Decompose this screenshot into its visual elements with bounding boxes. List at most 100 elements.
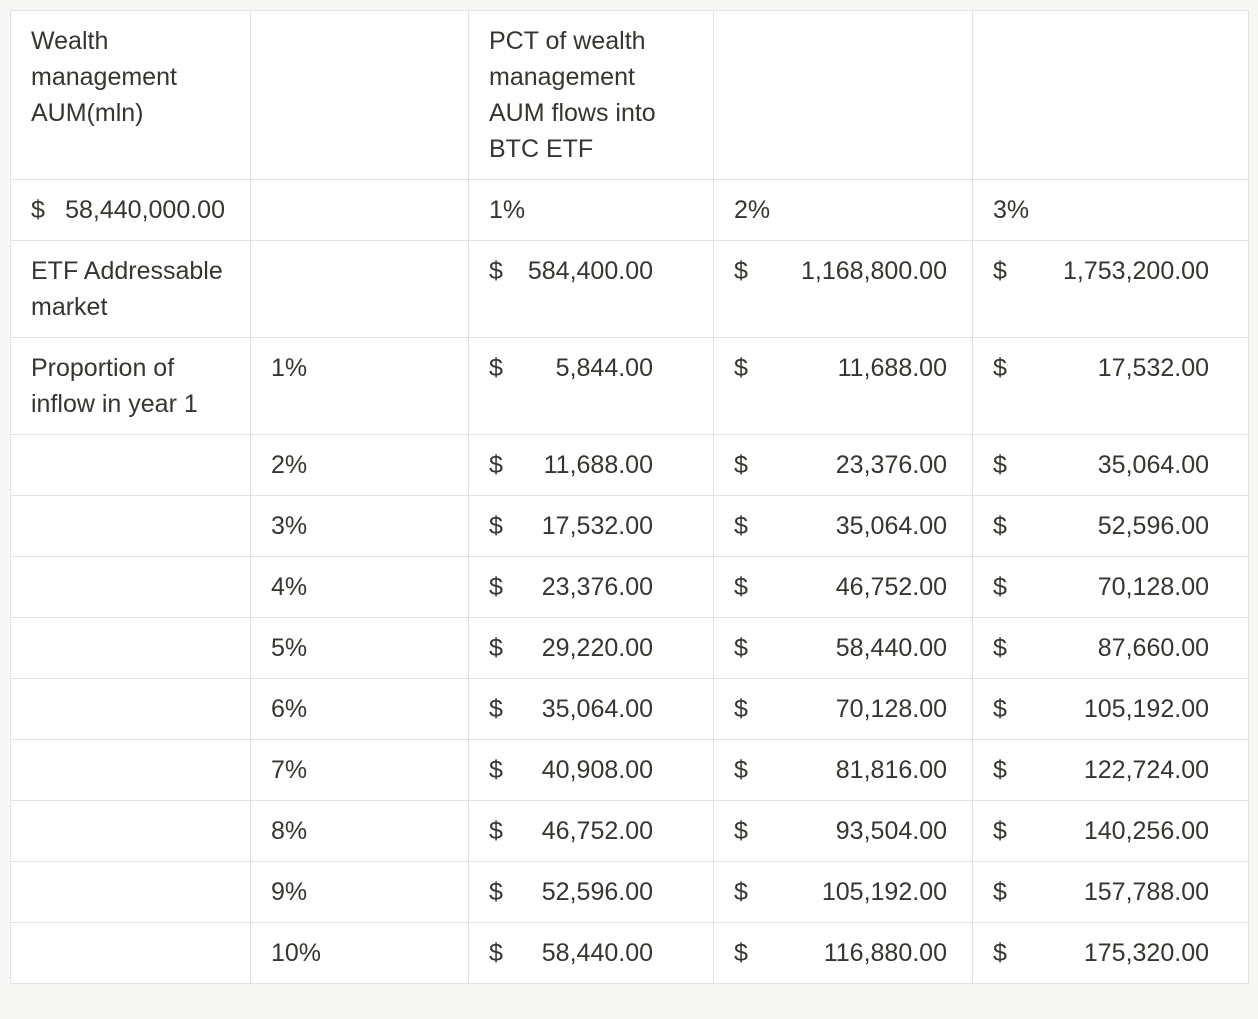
empty-cell — [250, 179, 469, 241]
inflow-row: Proportion of inflow in year 1 1% $5,844… — [10, 337, 1249, 435]
money-cell: $35,064.00 — [713, 495, 973, 557]
empty-cell — [10, 800, 251, 862]
money-cell: $157,788.00 — [972, 861, 1249, 923]
currency-symbol: $ — [489, 939, 503, 967]
money-value: 105,192.00 — [821, 878, 947, 906]
currency-symbol: $ — [993, 878, 1007, 906]
money-cell: $46,752.00 — [713, 556, 973, 618]
pct-option-cell: 2% — [713, 179, 973, 241]
inflow-pct: 4% — [271, 573, 308, 601]
inflow-pct: 10% — [271, 939, 322, 967]
currency-symbol: $ — [489, 756, 503, 784]
currency-symbol: $ — [734, 512, 748, 540]
money-cell: $40,908.00 — [468, 739, 714, 801]
inflow-row: 9% $52,596.00 $105,192.00 $157,788.00 — [10, 861, 1249, 923]
money-cell: $29,220.00 — [468, 617, 714, 679]
currency-symbol: $ — [993, 756, 1007, 784]
currency-symbol: $ — [993, 939, 1007, 967]
money-value: 87,660.00 — [1097, 634, 1209, 662]
inflow-pct: 3% — [271, 512, 308, 540]
money-cell: $52,596.00 — [468, 861, 714, 923]
money-cell: $35,064.00 — [468, 678, 714, 740]
money-value: 35,064.00 — [835, 512, 947, 540]
money-cell: $105,192.00 — [972, 678, 1249, 740]
inflow-pct: 7% — [271, 756, 308, 784]
money-value: 1,168,800.00 — [801, 257, 947, 285]
currency-symbol: $ — [993, 257, 1007, 285]
money-value: 81,816.00 — [835, 756, 947, 784]
currency-symbol: $ — [489, 695, 503, 723]
empty-cell — [972, 10, 1249, 180]
empty-cell — [250, 240, 469, 338]
inflow-pct: 2% — [271, 451, 308, 479]
money-value: 52,596.00 — [541, 878, 653, 906]
money-value: 23,376.00 — [835, 451, 947, 479]
inflow-row: 6% $35,064.00 $70,128.00 $105,192.00 — [10, 678, 1249, 740]
currency-symbol: $ — [734, 878, 748, 906]
inflow-row: 10% $58,440.00 $116,880.00 $175,320.00 — [10, 922, 1249, 984]
money-value: 35,064.00 — [1097, 451, 1209, 479]
money-value: 175,320.00 — [1083, 939, 1209, 967]
money-cell: $ 1,753,200.00 — [972, 240, 1249, 338]
pct-flows-header-label: PCT of wealth management AUM flows into … — [489, 27, 656, 163]
aum-value: 58,440,000.00 — [65, 196, 225, 224]
currency-symbol: $ — [489, 354, 503, 382]
currency-symbol: $ — [734, 817, 748, 845]
money-value: 11,688.00 — [543, 451, 653, 479]
money-cell: $17,532.00 — [468, 495, 714, 557]
currency-symbol: $ — [993, 695, 1007, 723]
money-cell: $23,376.00 — [468, 556, 714, 618]
money-cell: $ 584,400.00 — [468, 240, 714, 338]
header-cell-pct-flows: PCT of wealth management AUM flows into … — [468, 10, 714, 180]
header-row: Wealth management AUM(mln) PCT of wealth… — [10, 10, 1249, 180]
inflow-pct: 5% — [271, 634, 308, 662]
inflow-label: Proportion of inflow in year 1 — [31, 354, 198, 418]
currency-symbol: $ — [489, 451, 503, 479]
inflow-row: 5% $29,220.00 $58,440.00 $87,660.00 — [10, 617, 1249, 679]
inflow-row: 8% $46,752.00 $93,504.00 $140,256.00 — [10, 800, 1249, 862]
pct-option-cell: 1% — [468, 179, 714, 241]
inflow-pct-cell: 2% — [250, 434, 469, 496]
money-value: 122,724.00 — [1083, 756, 1209, 784]
money-cell: $140,256.00 — [972, 800, 1249, 862]
currency-symbol: $ — [993, 512, 1007, 540]
currency-symbol: $ — [489, 512, 503, 540]
money-cell: $70,128.00 — [972, 556, 1249, 618]
money-value: 70,128.00 — [835, 695, 947, 723]
currency-symbol: $ — [993, 634, 1007, 662]
money-value: 11,688.00 — [837, 354, 947, 382]
empty-cell — [10, 922, 251, 984]
inflow-pct: 8% — [271, 817, 308, 845]
currency-symbol: $ — [734, 756, 748, 784]
inflow-row: 2% $11,688.00 $23,376.00 $35,064.00 — [10, 434, 1249, 496]
money-cell: $58,440.00 — [713, 617, 973, 679]
aum-value-row: $ 58,440,000.00 1% 2% 3% — [10, 179, 1249, 241]
empty-cell — [250, 10, 469, 180]
money-cell: $17,532.00 — [972, 337, 1249, 435]
inflow-pct-cell: 6% — [250, 678, 469, 740]
money-value: 40,908.00 — [541, 756, 653, 784]
addressable-market-row: ETF Addressable market $ 584,400.00 $ 1,… — [10, 240, 1249, 338]
money-value: 52,596.00 — [1097, 512, 1209, 540]
money-cell: $93,504.00 — [713, 800, 973, 862]
empty-cell — [10, 617, 251, 679]
currency-symbol: $ — [31, 196, 45, 224]
money-cell: $35,064.00 — [972, 434, 1249, 496]
money-value: 116,880.00 — [823, 939, 947, 967]
money-value: 70,128.00 — [1097, 573, 1209, 601]
empty-cell — [10, 556, 251, 618]
currency-symbol: $ — [734, 354, 748, 382]
money-cell: $23,376.00 — [713, 434, 973, 496]
empty-cell — [10, 434, 251, 496]
money-cell: $175,320.00 — [972, 922, 1249, 984]
currency-symbol: $ — [993, 817, 1007, 845]
empty-cell — [713, 10, 973, 180]
money-value: 140,256.00 — [1083, 817, 1209, 845]
money-value: 5,844.00 — [555, 354, 653, 382]
pct-option-cell: 3% — [972, 179, 1249, 241]
money-value: 58,440.00 — [541, 939, 653, 967]
inflow-label-cell: Proportion of inflow in year 1 — [10, 337, 251, 435]
empty-cell — [10, 739, 251, 801]
money-cell: $11,688.00 — [713, 337, 973, 435]
